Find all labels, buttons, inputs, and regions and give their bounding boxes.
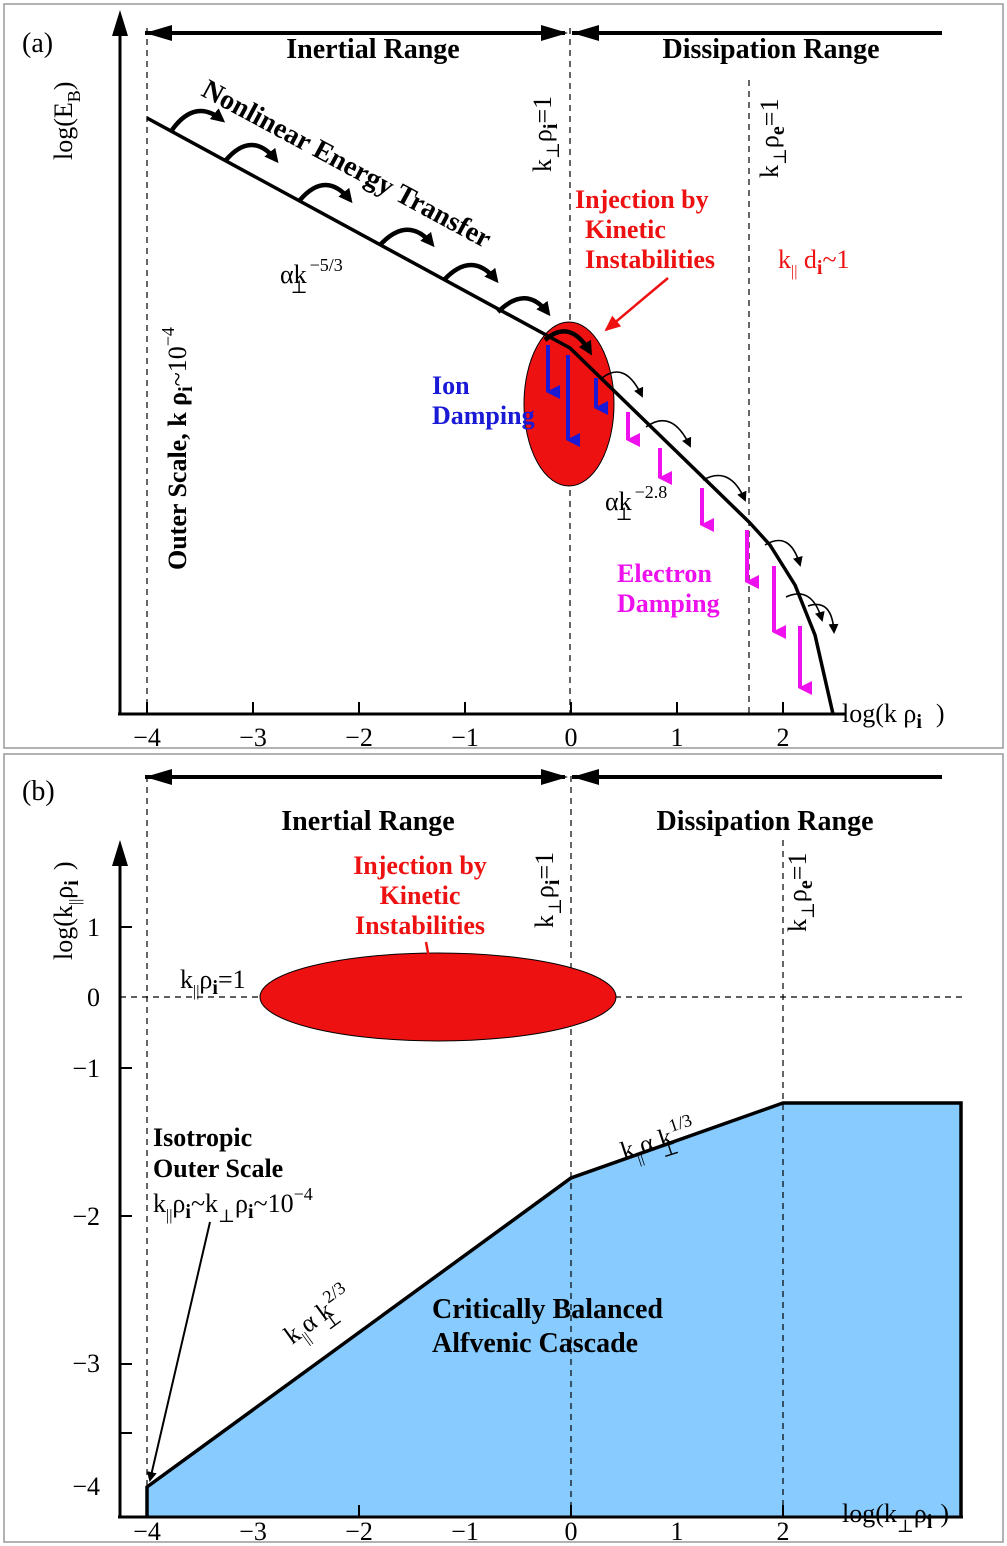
x-tick-label: −4 <box>133 723 161 752</box>
y-tick-label: 1 <box>87 913 100 942</box>
x-tick-label: −2 <box>345 1517 373 1546</box>
svg-text:log(k||ρi): log(k||ρi) <box>49 861 84 960</box>
x-tick-label: 0 <box>565 723 578 752</box>
slope-inertial-label: αk⊥−5/3 <box>280 255 343 297</box>
svg-text:Kinetic: Kinetic <box>585 215 666 244</box>
x-ticks-a: −4 −3 −2 −1 0 1 2 <box>133 702 790 752</box>
svg-text:k⊥ρe=1: k⊥ρe=1 <box>783 853 818 932</box>
dissipation-range-label: Dissipation Range <box>662 34 879 65</box>
injection-pointer-arrow-b <box>424 941 439 987</box>
slope-dissipation-label: αk⊥−2.8 <box>605 482 667 524</box>
x-tick-label: 2 <box>777 1517 790 1546</box>
electron-scale-label: k⊥ρe=1 <box>755 99 790 178</box>
panel-a-label: (a) <box>22 28 53 59</box>
injection-label-b: Injection by Kinetic Instabilities <box>353 851 487 940</box>
x-axis-a-label: log(k ρi) <box>842 699 945 733</box>
x-tick-label: −1 <box>451 723 479 752</box>
svg-text:Injection by: Injection by <box>353 851 487 880</box>
dissipation-transfer-arrows <box>601 371 839 634</box>
y-tick-label: −1 <box>72 1054 100 1083</box>
electron-damping-arrows <box>626 412 812 695</box>
y-tick-label: −4 <box>72 1472 100 1501</box>
svg-text:Instabilities: Instabilities <box>355 911 485 940</box>
injection-region-b <box>259 952 617 1042</box>
y-tick-label: −3 <box>72 1349 100 1378</box>
cascade-label: Alfvenic Cascade <box>432 1328 638 1359</box>
svg-text:Kinetic: Kinetic <box>380 881 461 910</box>
panel-b-frame <box>3 753 1004 1543</box>
y-tick-label: −2 <box>72 1202 100 1231</box>
x-ticks-b: −4 −3 −2 −1 0 1 2 <box>133 1505 790 1546</box>
x-tick-label: 2 <box>777 723 790 752</box>
ion-damping-label: Damping <box>432 401 535 430</box>
ion-damping-arrows <box>546 345 608 447</box>
x-tick-label: −3 <box>239 723 267 752</box>
electron-damping-label: Electron <box>617 559 712 588</box>
y-ticks-b: 1 0 −1 −2 −3 −4 <box>72 913 132 1501</box>
x-tick-label: 0 <box>565 1517 578 1546</box>
isotropic-pointer-arrow <box>146 1221 211 1482</box>
svg-text:k⊥ρe=1: k⊥ρe=1 <box>755 99 790 178</box>
x-tick-label: −3 <box>239 1517 267 1546</box>
nonlinear-transfer-arrows <box>170 108 593 356</box>
electron-damping-label: Damping <box>617 589 720 618</box>
svg-text:Injection by: Injection by <box>575 185 709 214</box>
isotropic-equation: k||ρi~k⊥ρi~10−4 <box>153 1184 313 1226</box>
isotropic-label: Outer Scale <box>153 1154 283 1183</box>
ion-damping-label: Ion <box>432 371 470 400</box>
y-axis-a-arrowhead <box>112 10 128 36</box>
inertial-range-label: Inertial Range <box>286 34 459 65</box>
svg-text:Outer Scale, k ρi~10−4: Outer Scale, k ρi~10−4 <box>158 327 197 570</box>
outer-scale-label: Outer Scale, k ρi~10−4 <box>158 327 197 570</box>
y-axis-b-label: log(k||ρi) <box>49 861 84 960</box>
energy-spectrum-curve <box>146 116 835 715</box>
x-tick-label: 1 <box>671 1517 684 1546</box>
x-tick-label: −1 <box>451 1517 479 1546</box>
dissipation-left-arrowhead <box>572 25 599 41</box>
cascade-region <box>147 1103 961 1517</box>
panel-a: (a) Inertial Range Dissipation Range log… <box>3 3 1004 752</box>
kd-label: k|| di~1 <box>778 245 850 280</box>
svg-text:k⊥ρi=1: k⊥ρi=1 <box>528 96 563 172</box>
dissipation-left-arrowhead-b <box>572 769 599 785</box>
inertial-right-arrowhead-b <box>541 769 568 785</box>
y-tick-label: 0 <box>87 983 100 1012</box>
inertial-range-label-b: Inertial Range <box>281 806 454 837</box>
inertial-right-arrowhead <box>541 25 568 41</box>
svg-text:Instabilities: Instabilities <box>585 245 715 274</box>
injection-pointer-arrow <box>604 277 669 332</box>
kpar-rho-label: k||ρi=1 <box>180 965 246 1000</box>
injection-label-a: Injection by Kinetic Instabilities <box>575 185 715 274</box>
electron-scale-label-b: k⊥ρe=1 <box>783 853 818 932</box>
cascade-label: Critically Balanced <box>432 1294 663 1325</box>
y-axis-b-arrowhead <box>112 840 128 866</box>
svg-text:log(EB): log(EB) <box>49 82 84 160</box>
panel-b-label: (b) <box>22 776 55 807</box>
x-tick-label: 1 <box>671 723 684 752</box>
ion-scale-label-b: k⊥ρi=1 <box>530 852 565 928</box>
panel-a-frame <box>3 3 1004 749</box>
y-axis-a-label: log(EB) <box>49 82 84 160</box>
ion-scale-label: k⊥ρi=1 <box>528 96 563 172</box>
x-tick-label: −2 <box>345 723 373 752</box>
dissipation-range-label-b: Dissipation Range <box>656 806 873 837</box>
x-axis-b-label: log(k⊥ρi) <box>842 1499 949 1536</box>
x-tick-label: −4 <box>133 1517 161 1546</box>
svg-text:k⊥ρi=1: k⊥ρi=1 <box>530 852 565 928</box>
isotropic-label: Isotropic <box>153 1123 252 1152</box>
inertial-left-arrowhead-b <box>145 769 172 785</box>
inertial-left-arrowhead <box>145 25 172 41</box>
panel-b: (b) Inertial Range Dissipation Range 1 0… <box>3 753 1004 1546</box>
